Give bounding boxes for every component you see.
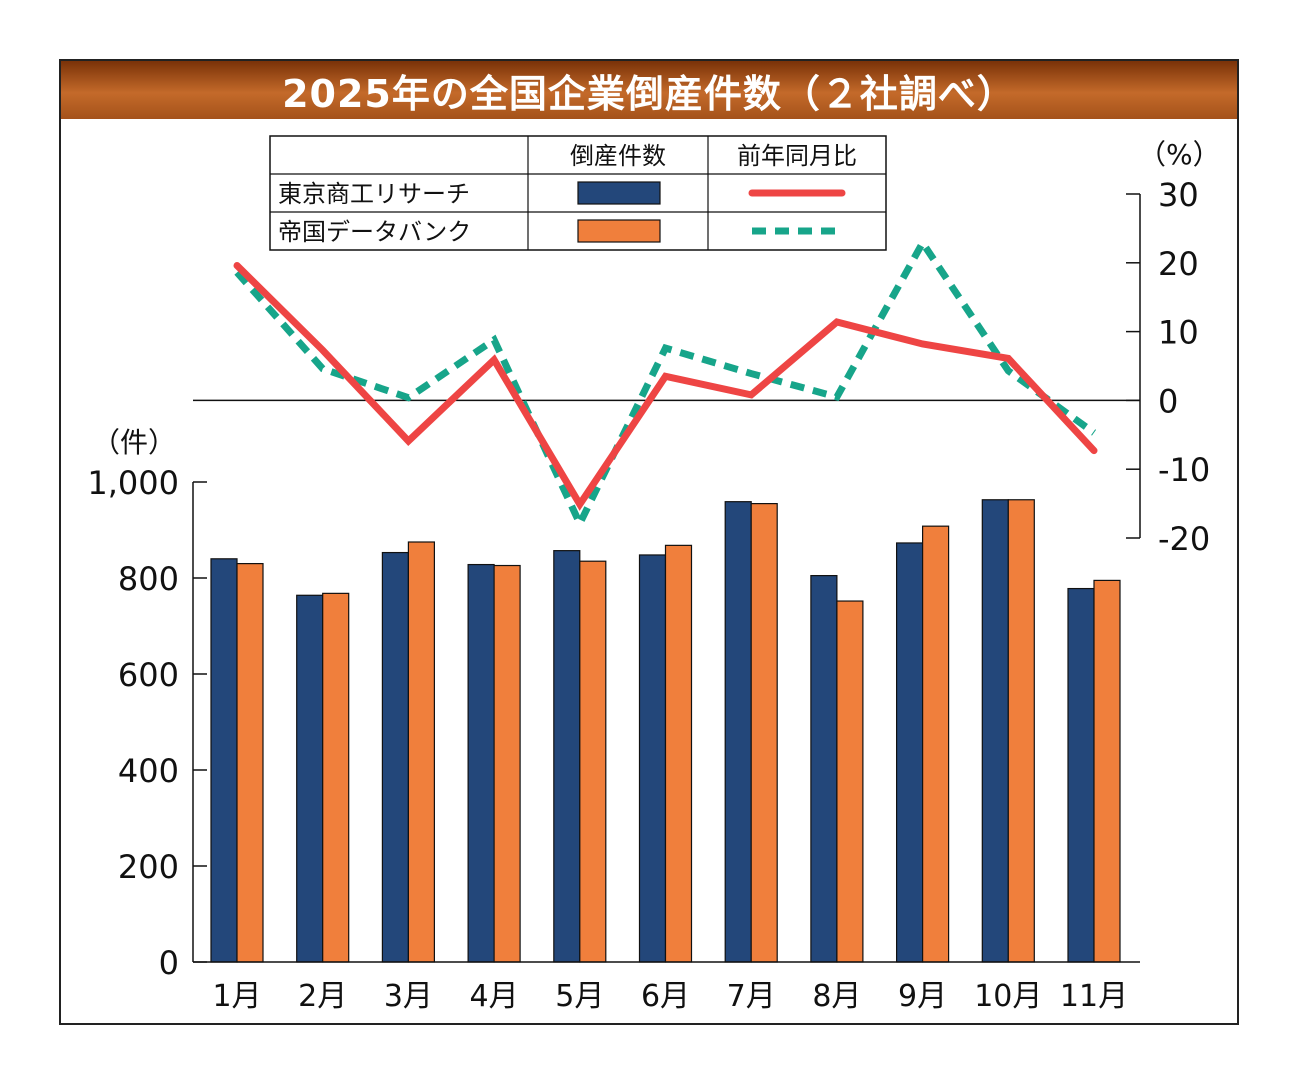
right-tick-label: -10 bbox=[1158, 451, 1210, 489]
bar-tdb bbox=[921, 525, 950, 963]
legend-swatch-tsr bbox=[577, 181, 661, 205]
bar-tdb bbox=[1007, 499, 1035, 963]
bar-tsr bbox=[1067, 587, 1095, 963]
bar-tsr bbox=[296, 594, 324, 963]
legend-swatch-tdb bbox=[577, 219, 661, 243]
x-tick-label: 6月 bbox=[641, 979, 690, 1014]
bar-tsr bbox=[553, 550, 581, 963]
x-tick-label: 3月 bbox=[384, 979, 433, 1014]
x-tick-label: 11月 bbox=[1060, 979, 1128, 1014]
bar-tsr bbox=[381, 551, 409, 963]
title-bar: 2025年の全国企業倒産件数（２社調べ） bbox=[61, 61, 1237, 119]
right-tick-label: 20 bbox=[1158, 245, 1199, 283]
x-tick-label: 10月 bbox=[974, 979, 1042, 1014]
bar-tdb bbox=[407, 541, 435, 963]
left-tick-label: 600 bbox=[118, 656, 179, 694]
left-tick-label: 0 bbox=[159, 944, 179, 982]
bar-tdb bbox=[236, 562, 264, 963]
bar-tsr bbox=[724, 501, 752, 963]
bar-tdb bbox=[664, 544, 693, 963]
bar-tdb bbox=[750, 503, 778, 963]
x-tick-label: 8月 bbox=[812, 979, 861, 1014]
x-tick-label: 1月 bbox=[212, 979, 261, 1014]
line-group bbox=[233, 236, 1098, 532]
bar-tsr bbox=[467, 563, 495, 963]
x-tick-label: 2月 bbox=[298, 979, 347, 1014]
left-tick-label: 1,000 bbox=[87, 464, 179, 502]
yoy-line-tdb bbox=[234, 236, 1097, 532]
left-axis-unit: （件） bbox=[92, 426, 176, 459]
bar-group bbox=[210, 499, 1121, 963]
bar-tdb bbox=[579, 560, 607, 963]
bar-tsr bbox=[810, 574, 838, 963]
left-tick-label: 800 bbox=[118, 560, 179, 598]
bar-tsr bbox=[638, 554, 667, 963]
right-tick-label: 10 bbox=[1158, 314, 1199, 352]
legend-col-header: 前年同月比 bbox=[737, 142, 857, 170]
right-tick-label: -20 bbox=[1158, 520, 1210, 558]
left-tick-label: 400 bbox=[118, 752, 179, 790]
bar-tsr bbox=[981, 499, 1009, 963]
bar-tsr bbox=[895, 542, 924, 963]
x-tick-label: 7月 bbox=[727, 979, 776, 1014]
bar-tdb bbox=[1093, 579, 1121, 963]
right-tick-label: 0 bbox=[1158, 382, 1178, 420]
x-tick-label: 4月 bbox=[470, 979, 519, 1014]
right-tick-label: 30 bbox=[1158, 176, 1199, 214]
legend-col-header: 倒産件数 bbox=[570, 142, 666, 170]
yoy-line-tsr bbox=[233, 262, 1098, 511]
right-axis-unit: （%） bbox=[1138, 138, 1221, 171]
bar-tdb bbox=[836, 600, 864, 963]
bar-tsr bbox=[210, 558, 238, 963]
bar-tdb bbox=[493, 564, 521, 963]
x-tick-label: 5月 bbox=[555, 979, 604, 1014]
x-tick-label: 9月 bbox=[898, 979, 947, 1014]
left-tick-label: 200 bbox=[118, 848, 179, 886]
legend-row-label: 帝国データバンク bbox=[278, 218, 471, 246]
chart-title: 2025年の全国企業倒産件数（２社調べ） bbox=[282, 71, 1016, 116]
legend-row-label: 東京商工リサーチ bbox=[278, 180, 470, 208]
bar-tdb bbox=[322, 592, 350, 963]
